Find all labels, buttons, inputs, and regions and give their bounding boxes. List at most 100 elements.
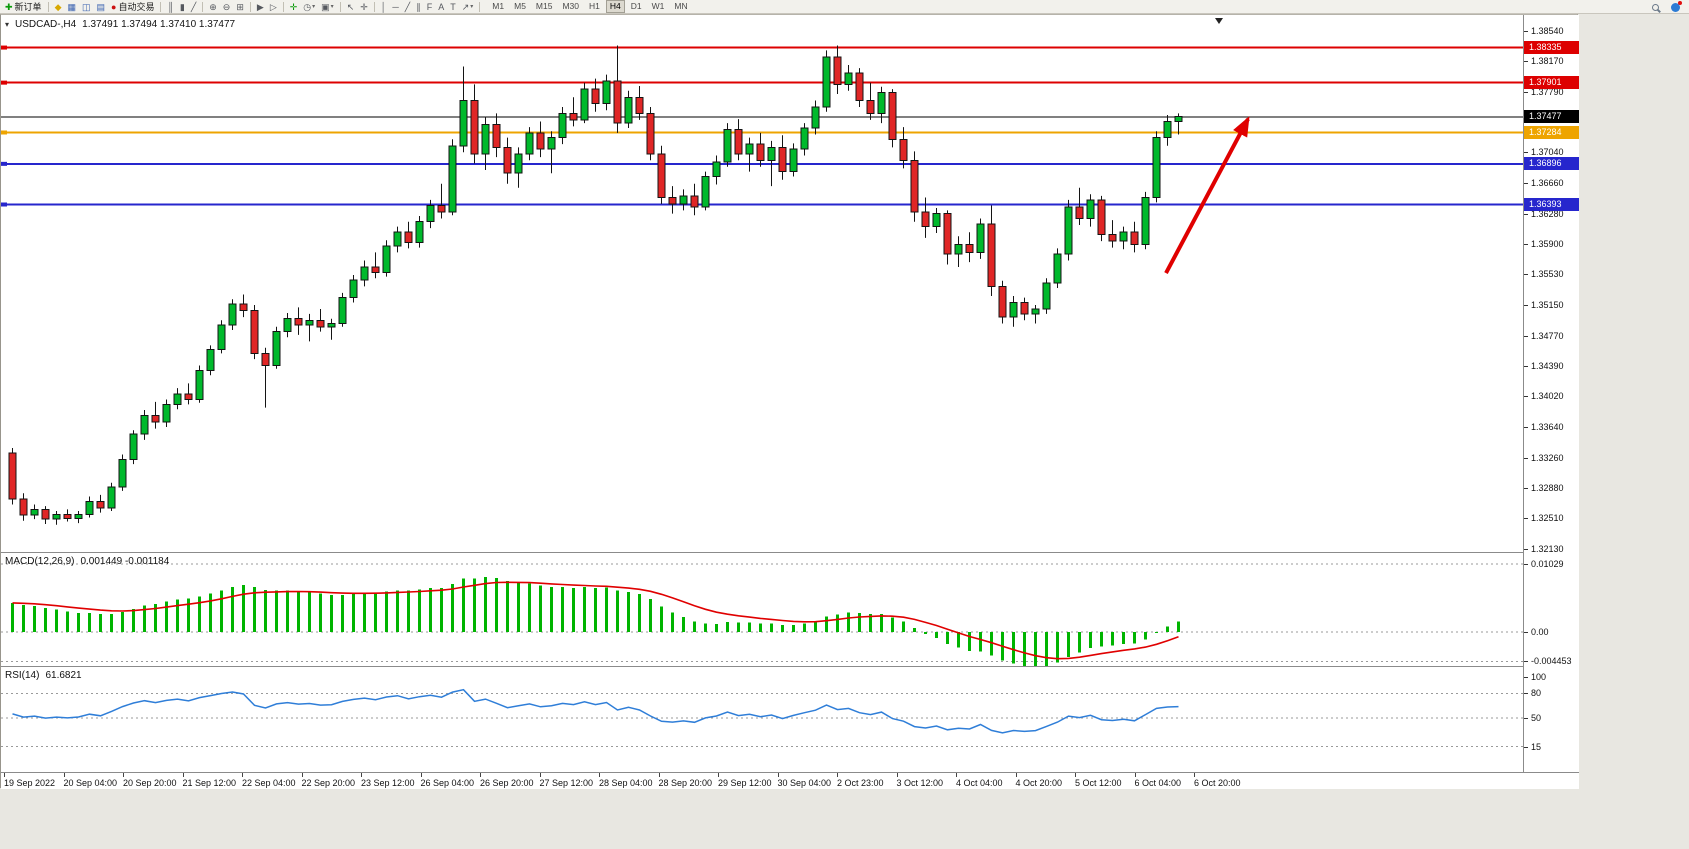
axis-tick-dash bbox=[1524, 366, 1528, 368]
macd-name: MACD(12,26,9) bbox=[5, 556, 75, 567]
axis-tick-label: 0.00 bbox=[1531, 627, 1549, 637]
time-tick bbox=[1134, 773, 1136, 777]
time-tick bbox=[242, 773, 243, 777]
community-icon bbox=[1671, 0, 1682, 12]
search-icon bbox=[1652, 3, 1659, 11]
axis-tick-dash bbox=[1524, 677, 1528, 678]
channel-button[interactable]: ∥ bbox=[414, 1, 423, 13]
axis-tick-label: 1.32130 bbox=[1531, 544, 1564, 554]
new-order-icon: ✚ bbox=[5, 1, 13, 12]
time-label: 21 Sep 12:00 bbox=[182, 778, 237, 788]
timeframe-d1-button[interactable]: D1 bbox=[630, 1, 642, 11]
timeframe-mn-button[interactable]: MN bbox=[674, 1, 688, 11]
chart-symbol-label: ▾ USDCAD-,H4 1.37491 1.37494 1.37410 1.3… bbox=[5, 19, 235, 30]
timeframe-toolbar: M1 M5 M15 M30 H1 H4 D1 W1 MN bbox=[487, 0, 692, 13]
axis-tick-dash bbox=[1524, 304, 1528, 306]
data-window-icon: ▦ bbox=[67, 1, 76, 12]
axis-tick-dash bbox=[1524, 31, 1528, 32]
timeframe-m5-button[interactable]: M5 bbox=[514, 1, 526, 11]
timeframe-w1-button[interactable]: W1 bbox=[651, 1, 665, 11]
time-label: 20 Sep 20:00 bbox=[123, 778, 177, 788]
chart-shift-button[interactable]: ▷ bbox=[268, 1, 279, 13]
axis-tick-dash bbox=[1524, 549, 1528, 550]
trend-arrow-annotation[interactable] bbox=[1164, 116, 1250, 274]
one-click-trading-toggle[interactable]: ▾ bbox=[5, 20, 10, 29]
chart-shift-marker[interactable] bbox=[1215, 18, 1223, 24]
fibonacci-button[interactable]: F bbox=[425, 1, 435, 13]
market-watch-button[interactable]: ◆ bbox=[53, 1, 64, 13]
bar-chart-button[interactable]: ║ bbox=[165, 1, 175, 13]
crosshair-button[interactable]: ✛ bbox=[358, 1, 370, 13]
candlestick-canvas[interactable] bbox=[1, 15, 1523, 552]
autotrade-button[interactable]: ● 自动交易 bbox=[109, 1, 156, 13]
time-tick bbox=[539, 773, 541, 777]
cursor-button[interactable]: ↖ bbox=[345, 1, 357, 13]
axis-tick-label: 0.01029 bbox=[1531, 559, 1564, 569]
axis-tick-dash bbox=[1524, 182, 1528, 184]
zoom-out-icon: ⊖ bbox=[222, 1, 231, 12]
price-pane[interactable]: ▾ USDCAD-,H4 1.37491 1.37494 1.37410 1.3… bbox=[1, 15, 1523, 552]
symbol-text: USDCAD-,H4 bbox=[15, 19, 77, 30]
axis-tick-dash bbox=[1524, 518, 1528, 520]
vertical-line-button[interactable]: │ bbox=[379, 1, 389, 13]
time-label: 19 Sep 2022 bbox=[4, 778, 56, 788]
rsi-canvas[interactable] bbox=[1, 667, 1523, 772]
time-tick bbox=[420, 773, 422, 777]
time-axis[interactable]: 19 Sep 2022 20 Sep 04:00 20 Sep 20:00 21 Se… bbox=[1, 772, 1579, 789]
macd-canvas[interactable] bbox=[1, 553, 1523, 666]
axis-tick-label: 1.38540 bbox=[1531, 26, 1564, 36]
navigator-button[interactable]: ◫ bbox=[80, 1, 93, 13]
timeframe-m30-button[interactable]: M30 bbox=[562, 1, 580, 11]
crosshair-icon: ✛ bbox=[360, 1, 368, 12]
axis-tick-dash bbox=[1524, 488, 1528, 490]
axis-tick-dash bbox=[1524, 693, 1528, 695]
zoom-in-button[interactable]: ⊕ bbox=[207, 1, 219, 13]
line-chart-button[interactable]: ╱ bbox=[189, 1, 198, 13]
notification-dot-icon bbox=[1678, 0, 1682, 5]
axis-tick-dash bbox=[1524, 661, 1528, 663]
data-window-button[interactable]: ▦ bbox=[65, 1, 78, 13]
timeframe-m1-button[interactable]: M1 bbox=[492, 1, 505, 11]
text-button[interactable]: A bbox=[436, 1, 446, 13]
periods-button[interactable]: ◷ ▾ bbox=[301, 1, 317, 13]
templates-button[interactable]: ▣ ▾ bbox=[319, 1, 336, 13]
axis-tick-label: 1.34770 bbox=[1531, 330, 1564, 341]
axis-tick-dash bbox=[1524, 457, 1528, 459]
toolbar-separator bbox=[249, 1, 251, 12]
axis-tick-label: 1.36280 bbox=[1531, 208, 1564, 219]
time-label: 2 Oct 23:00 bbox=[837, 778, 884, 788]
time-tick bbox=[896, 773, 898, 777]
timeframe-h4-button[interactable]: H4 bbox=[605, 0, 625, 13]
new-order-button[interactable]: ✚ 新订单 bbox=[3, 1, 44, 13]
axis-tick-label: 1.32880 bbox=[1531, 483, 1564, 494]
rsi-pane[interactable]: RSI(14) 61.6821 bbox=[1, 666, 1523, 772]
timeframe-m15-button[interactable]: M15 bbox=[535, 1, 553, 11]
search-button[interactable] bbox=[1650, 1, 1661, 13]
line-chart-icon: ╱ bbox=[190, 1, 197, 12]
label-button[interactable]: T bbox=[448, 1, 458, 13]
templates-icon: ▣ bbox=[321, 1, 330, 12]
trendline-button[interactable]: ╱ bbox=[403, 1, 412, 13]
time-label: 4 Oct 04:00 bbox=[956, 778, 1003, 788]
zoom-out-button[interactable]: ⊖ bbox=[221, 1, 233, 13]
time-tick bbox=[1015, 773, 1017, 777]
community-button[interactable] bbox=[1669, 0, 1682, 13]
label-icon: T bbox=[450, 1, 456, 12]
auto-scroll-button[interactable]: ▶ bbox=[255, 1, 266, 13]
axis-tick-dash bbox=[1524, 152, 1528, 154]
timeframe-h1-button[interactable]: H1 bbox=[589, 1, 600, 11]
rsi-value: 61.6821 bbox=[45, 670, 82, 681]
price-axis[interactable]: 1.38540 1.38170 1.37790 1.37040 1.36660 1.362… bbox=[1523, 15, 1579, 772]
macd-pane[interactable]: MACD(12,26,9) 0.001449 -0.001184 bbox=[1, 552, 1523, 666]
time-tick bbox=[777, 773, 779, 777]
axis-tick-dash bbox=[1524, 244, 1528, 246]
terminal-button[interactable]: ▤ bbox=[95, 1, 108, 13]
vertical-line-icon: │ bbox=[380, 1, 387, 12]
shapes-button[interactable]: ↗ ▾ bbox=[460, 1, 476, 13]
indicators-button[interactable]: ✛ bbox=[288, 1, 300, 13]
axis-tick-dash bbox=[1524, 335, 1528, 337]
tile-windows-button[interactable]: ⊞ bbox=[234, 1, 246, 13]
horizontal-line-button[interactable]: ─ bbox=[390, 1, 400, 13]
time-label: 22 Sep 20:00 bbox=[301, 778, 356, 788]
candle-chart-button[interactable]: ▮ bbox=[178, 1, 187, 13]
